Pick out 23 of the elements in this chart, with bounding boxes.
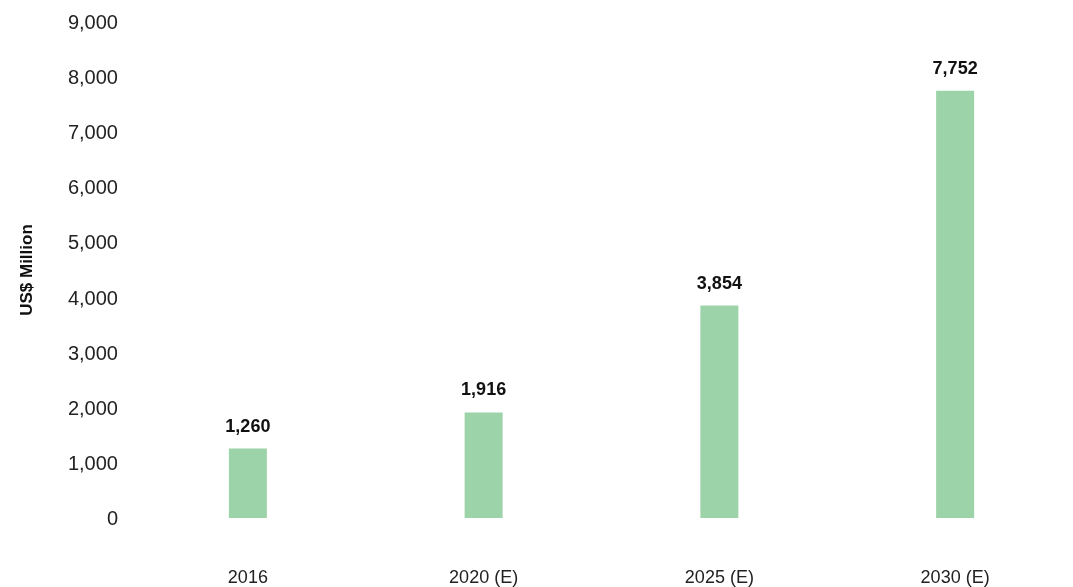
x-tick-label: 2016 [227, 567, 268, 587]
bar [936, 90, 975, 518]
y-tick-label: 3,000 [67, 341, 118, 364]
x-tick-label: 2025 (E) [684, 567, 754, 587]
bar [464, 412, 503, 518]
y-tick-label: 0 [106, 507, 118, 529]
y-tick-label: 6,000 [67, 176, 118, 199]
bar [700, 305, 739, 518]
y-tick-label: 5,000 [67, 231, 118, 254]
data-label: 7,752 [932, 57, 978, 78]
bar [228, 448, 267, 518]
x-tick-label: 2030 (E) [920, 567, 990, 587]
y-tick-label: 1,000 [67, 451, 118, 474]
y-tick-label: 4,000 [67, 286, 118, 309]
y-tick-label: 8,000 [67, 66, 118, 89]
y-tick-label: 2,000 [67, 396, 118, 419]
y-tick-label: 9,000 [67, 11, 118, 33]
data-label: 1,260 [225, 415, 271, 436]
y-axis-title: US$ Million [17, 224, 36, 316]
x-tick-label: 2020 (E) [449, 567, 519, 587]
data-label: 1,916 [461, 379, 507, 400]
y-tick-label: 7,000 [67, 121, 118, 144]
data-label: 3,854 [696, 272, 742, 293]
